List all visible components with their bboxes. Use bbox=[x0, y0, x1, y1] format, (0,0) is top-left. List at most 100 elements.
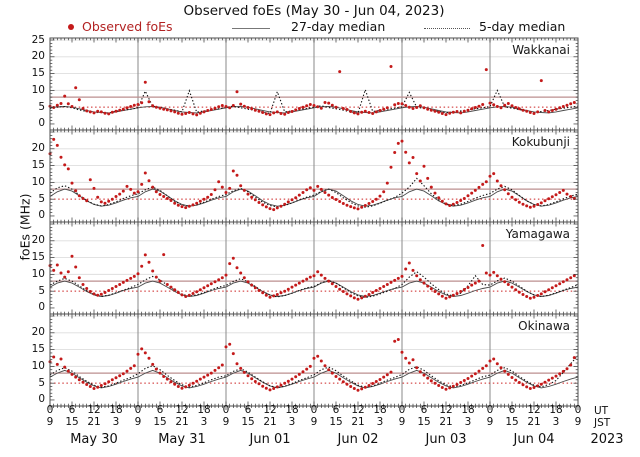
ut-tick-label: 18 bbox=[285, 404, 299, 416]
ut-tick-label: 6 bbox=[508, 404, 516, 416]
year-label: 2023 bbox=[590, 432, 624, 447]
y-tick-label: 10 bbox=[31, 83, 45, 96]
y-tick-label: 10 bbox=[31, 267, 45, 280]
ut-tick-label: 18 bbox=[461, 404, 475, 416]
median5-line bbox=[49, 271, 579, 299]
ut-tick-label: 18 bbox=[373, 404, 387, 416]
ut-tick-label: 12 bbox=[527, 404, 541, 416]
observed-scatter bbox=[48, 244, 576, 301]
ut-tick-label: 6 bbox=[332, 404, 340, 416]
y-tick-label: 0 bbox=[38, 301, 45, 314]
jst-axis-label: JST bbox=[594, 416, 611, 429]
jst-tick-label: 21 bbox=[87, 415, 101, 428]
jst-tick-label: 3 bbox=[552, 415, 560, 428]
jst-tick-label: 15 bbox=[329, 415, 343, 428]
median27-line bbox=[49, 188, 579, 207]
jst-tick-label: 15 bbox=[153, 415, 167, 428]
ut-tick-label: 0 bbox=[222, 404, 230, 416]
ut-tick-label: 18 bbox=[197, 404, 211, 416]
ut-tick-label: 0 bbox=[486, 404, 494, 416]
ut-tick-label: 18 bbox=[549, 404, 563, 416]
observed-scatter bbox=[48, 65, 576, 117]
ut-axis-label: UT bbox=[594, 405, 609, 417]
jst-tick-label: 3 bbox=[200, 415, 208, 428]
median5-line bbox=[49, 355, 579, 389]
y-tick-label: 5 bbox=[38, 284, 45, 297]
y-tick-label: 10 bbox=[31, 175, 45, 188]
chart-title: Observed foEs (May 30 - Jun 04, 2023) bbox=[183, 3, 445, 19]
legend-observed-label: Observed foEs bbox=[82, 19, 173, 34]
ut-tick-label: 6 bbox=[420, 404, 428, 416]
jst-tick-label: 21 bbox=[263, 415, 277, 428]
jst-tick-label: 21 bbox=[351, 415, 365, 428]
y-tick-label: 25 bbox=[31, 33, 45, 46]
y-tick-label: 0 bbox=[38, 209, 45, 222]
ut-tick-label: 0 bbox=[398, 404, 406, 416]
y-tick-label: 5 bbox=[38, 100, 45, 113]
y-tick-label: 15 bbox=[31, 343, 45, 356]
ut-tick-label: 18 bbox=[109, 404, 123, 416]
median27-line-icon bbox=[232, 28, 270, 29]
date-label: May 31 bbox=[158, 432, 206, 447]
jst-tick-label: 3 bbox=[464, 415, 472, 428]
median5-line bbox=[49, 177, 579, 208]
ut-tick-label: 12 bbox=[263, 404, 277, 416]
y-tick-label: 5 bbox=[38, 376, 45, 389]
date-label: Jun 03 bbox=[425, 432, 467, 447]
jst-tick-label: 21 bbox=[439, 415, 453, 428]
ut-tick-label: 12 bbox=[439, 404, 453, 416]
jst-tick-label: 15 bbox=[241, 415, 255, 428]
legend-median5-label: 5-day median bbox=[479, 19, 566, 34]
median27-line bbox=[49, 369, 579, 389]
jst-tick-label: 15 bbox=[65, 415, 79, 428]
jst-tick-label: 15 bbox=[417, 415, 431, 428]
jst-tick-label: 3 bbox=[288, 415, 296, 428]
date-label: Jun 02 bbox=[337, 432, 379, 447]
y-tick-label: 0 bbox=[38, 117, 45, 130]
median27-line bbox=[49, 280, 579, 297]
observed-scatter bbox=[48, 338, 576, 392]
station-label: Kokubunji bbox=[511, 135, 570, 149]
jst-tick-label: 21 bbox=[527, 415, 541, 428]
ut-tick-label: 6 bbox=[244, 404, 252, 416]
y-tick-label: 15 bbox=[31, 159, 45, 172]
panel-yamagawa bbox=[48, 221, 579, 315]
legend-median27-label: 27-day median bbox=[291, 19, 386, 34]
jst-tick-label: 21 bbox=[175, 415, 189, 428]
y-tick-label: 15 bbox=[31, 251, 45, 264]
y-tick-label: 20 bbox=[31, 326, 45, 339]
station-label: Okinawa bbox=[518, 319, 570, 333]
jst-tick-label: 9 bbox=[398, 415, 406, 428]
jst-tick-label: 9 bbox=[46, 415, 54, 428]
ut-tick-label: 0 bbox=[134, 404, 142, 416]
ut-tick-label: 12 bbox=[351, 404, 365, 416]
observed-dot-icon bbox=[68, 24, 74, 30]
station-label: Wakkanai bbox=[512, 43, 570, 57]
date-label: Jun 01 bbox=[249, 432, 291, 447]
ut-tick-label: 12 bbox=[87, 404, 101, 416]
ut-tick-label: 0 bbox=[46, 404, 54, 416]
jst-tick-label: 3 bbox=[112, 415, 120, 428]
y-tick-label: 20 bbox=[31, 234, 45, 247]
jst-tick-label: 15 bbox=[505, 415, 519, 428]
median5-line bbox=[49, 87, 579, 115]
station-label: Yamagawa bbox=[505, 227, 570, 241]
ut-tick-label: 6 bbox=[156, 404, 164, 416]
y-tick-label: 0 bbox=[38, 393, 45, 406]
jst-tick-label: 3 bbox=[376, 415, 384, 428]
jst-tick-label: 9 bbox=[134, 415, 142, 428]
panel-kokubunji bbox=[48, 129, 579, 223]
y-tick-label: 20 bbox=[31, 142, 45, 155]
jst-tick-label: 9 bbox=[310, 415, 318, 428]
median5-line-icon bbox=[424, 28, 470, 29]
ut-tick-label: 0 bbox=[574, 404, 582, 416]
date-label: Jun 04 bbox=[513, 432, 555, 447]
y-tick-label: 5 bbox=[38, 192, 45, 205]
jst-tick-label: 9 bbox=[574, 415, 582, 428]
y-tick-label: 10 bbox=[31, 359, 45, 372]
observed-scatter bbox=[48, 137, 576, 212]
jst-tick-label: 9 bbox=[222, 415, 230, 428]
date-label: May 30 bbox=[70, 432, 118, 447]
ut-tick-label: 6 bbox=[68, 404, 76, 416]
